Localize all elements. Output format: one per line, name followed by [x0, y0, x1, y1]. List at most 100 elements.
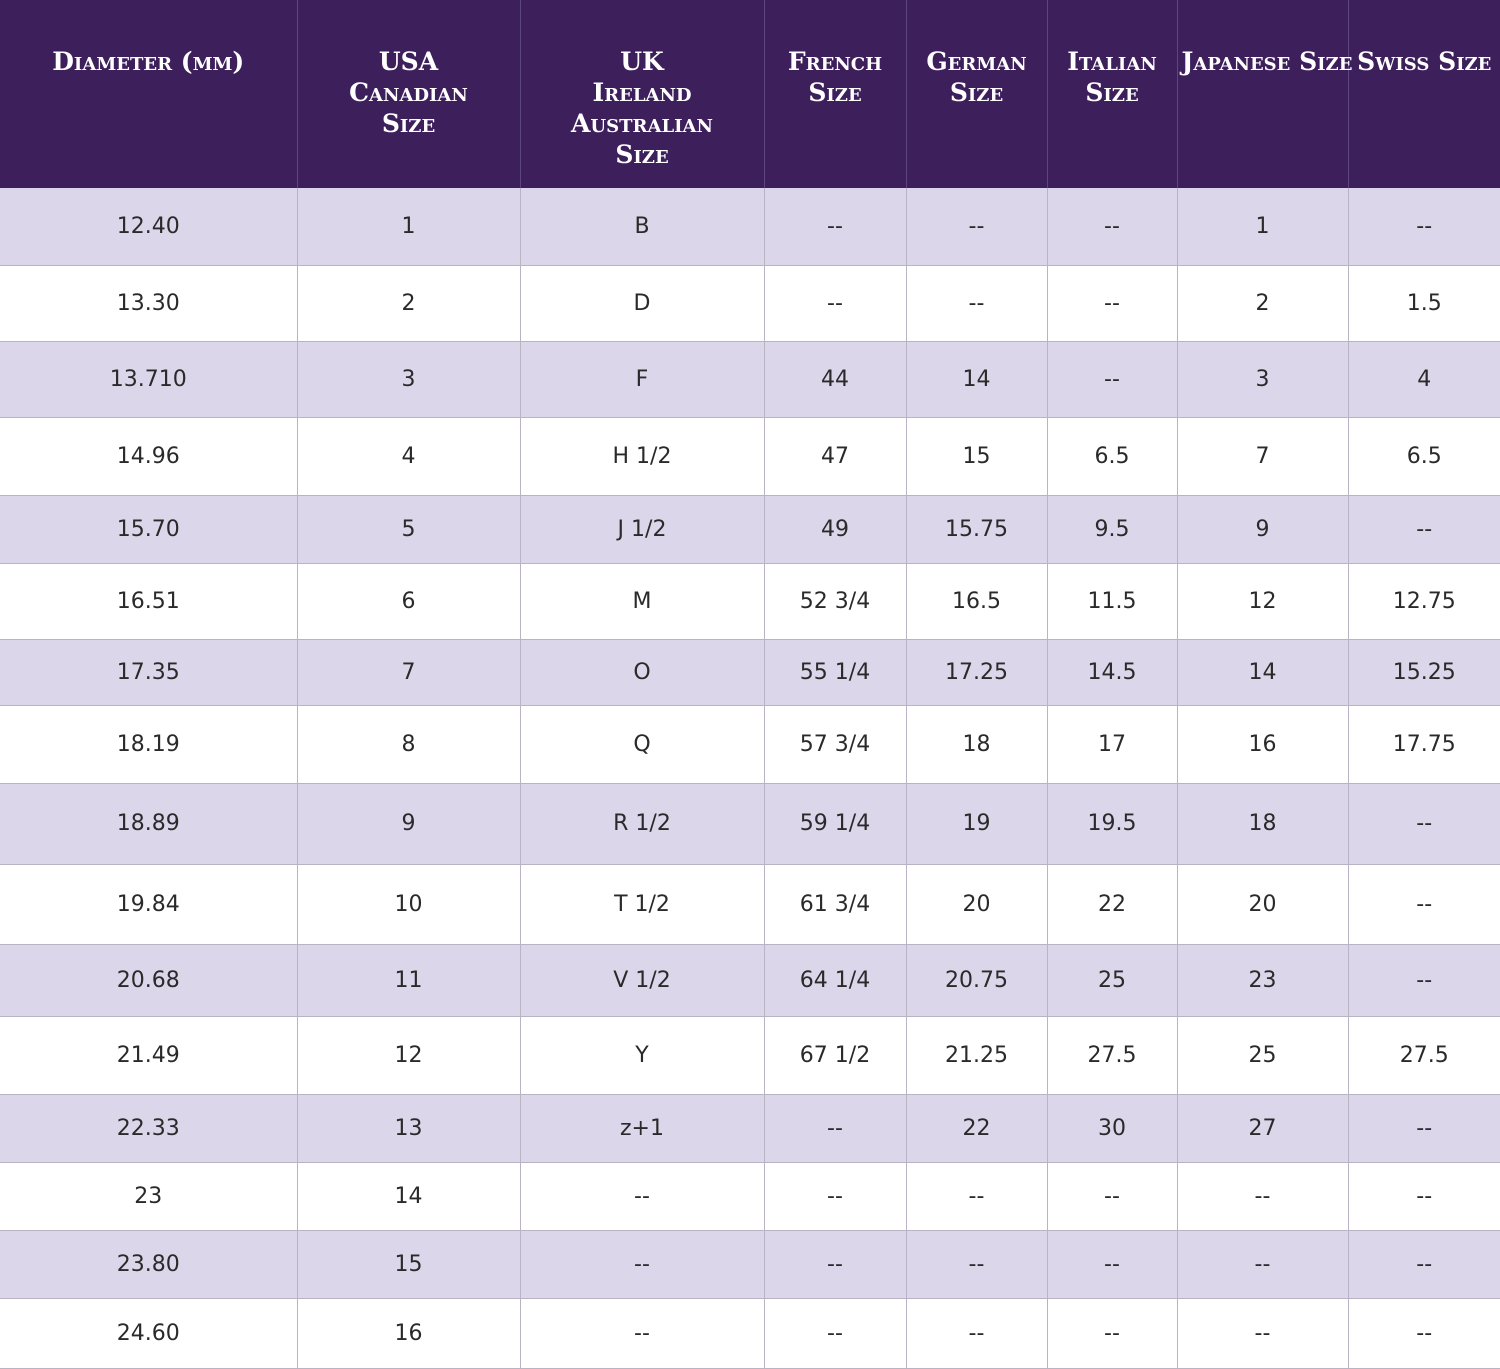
- header-text: Ireland: [592, 78, 692, 107]
- cell-italian: 27.5: [1047, 1016, 1178, 1095]
- cell-french: --: [764, 1298, 907, 1369]
- cell-japanese: 3: [1177, 341, 1349, 418]
- cell-italian: 11.5: [1047, 563, 1178, 640]
- cell-german: 17.25: [906, 639, 1048, 706]
- cell-diameter: 21.49: [0, 1016, 298, 1095]
- cell-uk-ireland-australian: Q: [520, 705, 765, 784]
- cell-japanese: 7: [1177, 417, 1349, 496]
- cell-german: 19: [906, 783, 1048, 865]
- table-row: 21.49 12 Y 67 1/2 21.25 27.5 25 27.5: [0, 1016, 1500, 1095]
- header-german-size: German Size: [906, 0, 1048, 188]
- cell-german: 21.25: [906, 1016, 1048, 1095]
- cell-uk-ireland-australian: z+1: [520, 1094, 765, 1163]
- cell-usa-canadian: 6: [297, 563, 521, 640]
- cell-swiss: 12.75: [1348, 563, 1500, 640]
- table-row: 12.40 1 B -- -- -- 1 --: [0, 188, 1500, 266]
- table-row: 19.84 10 T 1/2 61 3/4 20 22 20 --: [0, 864, 1500, 945]
- cell-swiss: --: [1348, 944, 1500, 1017]
- cell-german: 20: [906, 864, 1048, 945]
- cell-usa-canadian: 10: [297, 864, 521, 945]
- cell-italian: --: [1047, 1230, 1178, 1299]
- cell-german: 15: [906, 417, 1048, 496]
- cell-usa-canadian: 11: [297, 944, 521, 1017]
- table-row: 17.35 7 O 55 1/4 17.25 14.5 14 15.25: [0, 639, 1500, 706]
- cell-italian: 17: [1047, 705, 1178, 784]
- cell-swiss: --: [1348, 1094, 1500, 1163]
- cell-japanese: 9: [1177, 495, 1349, 564]
- cell-uk-ireland-australian: F: [520, 341, 765, 418]
- cell-french: 57 3/4: [764, 705, 907, 784]
- header-italian-size: Italian Size: [1047, 0, 1178, 188]
- cell-uk-ireland-australian: T 1/2: [520, 864, 765, 945]
- cell-diameter: 13.710: [0, 341, 298, 418]
- cell-japanese: 25: [1177, 1016, 1349, 1095]
- cell-usa-canadian: 15: [297, 1230, 521, 1299]
- cell-french: --: [764, 1162, 907, 1231]
- cell-uk-ireland-australian: Y: [520, 1016, 765, 1095]
- header-usa-canadian-size: USA Canadian Size: [297, 0, 521, 188]
- header-diameter: Diameter (mm): [0, 0, 298, 188]
- header-text: Size: [381, 109, 436, 138]
- cell-japanese: 20: [1177, 864, 1349, 945]
- cell-diameter: 19.84: [0, 864, 298, 945]
- cell-usa-canadian: 12: [297, 1016, 521, 1095]
- cell-usa-canadian: 3: [297, 341, 521, 418]
- cell-japanese: 27: [1177, 1094, 1349, 1163]
- cell-german: 16.5: [906, 563, 1048, 640]
- cell-usa-canadian: 13: [297, 1094, 521, 1163]
- cell-italian: 19.5: [1047, 783, 1178, 865]
- cell-diameter: 13.30: [0, 265, 298, 342]
- cell-italian: 14.5: [1047, 639, 1178, 706]
- cell-french: 47: [764, 417, 907, 496]
- cell-uk-ireland-australian: J 1/2: [520, 495, 765, 564]
- table-header: Diameter (mm) USA Canadian Size UK Ireland Aus…: [0, 0, 1500, 188]
- cell-swiss: 6.5: [1348, 417, 1500, 496]
- cell-uk-ireland-australian: M: [520, 563, 765, 640]
- cell-german: --: [906, 1162, 1048, 1231]
- header-text: USA: [378, 47, 439, 76]
- header-text: Australian: [571, 109, 713, 138]
- cell-usa-canadian: 16: [297, 1298, 521, 1369]
- cell-italian: 25: [1047, 944, 1178, 1017]
- cell-italian: --: [1047, 265, 1178, 342]
- cell-french: 64 1/4: [764, 944, 907, 1017]
- cell-swiss: 15.25: [1348, 639, 1500, 706]
- table-row: 18.89 9 R 1/2 59 1/4 19 19.5 18 --: [0, 783, 1500, 865]
- header-swiss-size: Swiss Size: [1348, 0, 1500, 188]
- cell-italian: --: [1047, 1162, 1178, 1231]
- cell-diameter: 17.35: [0, 639, 298, 706]
- cell-swiss: --: [1348, 1230, 1500, 1299]
- cell-uk-ireland-australian: H 1/2: [520, 417, 765, 496]
- header-text: Size: [615, 140, 669, 169]
- cell-german: 20.75: [906, 944, 1048, 1017]
- cell-italian: --: [1047, 188, 1178, 266]
- header-uk-ireland-australian-size: UK Ireland Australian Size: [520, 0, 765, 188]
- header-text: French: [787, 47, 883, 76]
- table-row: 13.30 2 D -- -- -- 2 1.5: [0, 265, 1500, 342]
- cell-french: 52 3/4: [764, 563, 907, 640]
- cell-uk-ireland-australian: O: [520, 639, 765, 706]
- table-row: 23 14 -- -- -- -- -- --: [0, 1162, 1500, 1231]
- cell-swiss: --: [1348, 188, 1500, 266]
- cell-french: 44: [764, 341, 907, 418]
- cell-diameter: 12.40: [0, 188, 298, 266]
- cell-diameter: 18.89: [0, 783, 298, 865]
- cell-french: 55 1/4: [764, 639, 907, 706]
- table-row: 23.80 15 -- -- -- -- -- --: [0, 1230, 1500, 1299]
- table-row: 18.19 8 Q 57 3/4 18 17 16 17.75: [0, 705, 1500, 784]
- header-text: Italian: [1067, 47, 1157, 76]
- cell-german: --: [906, 265, 1048, 342]
- cell-german: --: [906, 1230, 1048, 1299]
- cell-diameter: 23.80: [0, 1230, 298, 1299]
- cell-diameter: 15.70: [0, 495, 298, 564]
- cell-uk-ireland-australian: B: [520, 188, 765, 266]
- cell-french: 67 1/2: [764, 1016, 907, 1095]
- cell-french: 59 1/4: [764, 783, 907, 865]
- cell-japanese: 23: [1177, 944, 1349, 1017]
- table-row: 20.68 11 V 1/2 64 1/4 20.75 25 23 --: [0, 944, 1500, 1017]
- header-japanese-size: Japanese Size: [1177, 0, 1352, 188]
- cell-uk-ireland-australian: --: [520, 1298, 765, 1369]
- cell-italian: 22: [1047, 864, 1178, 945]
- cell-usa-canadian: 5: [297, 495, 521, 564]
- header-french-size: French Size: [764, 0, 907, 188]
